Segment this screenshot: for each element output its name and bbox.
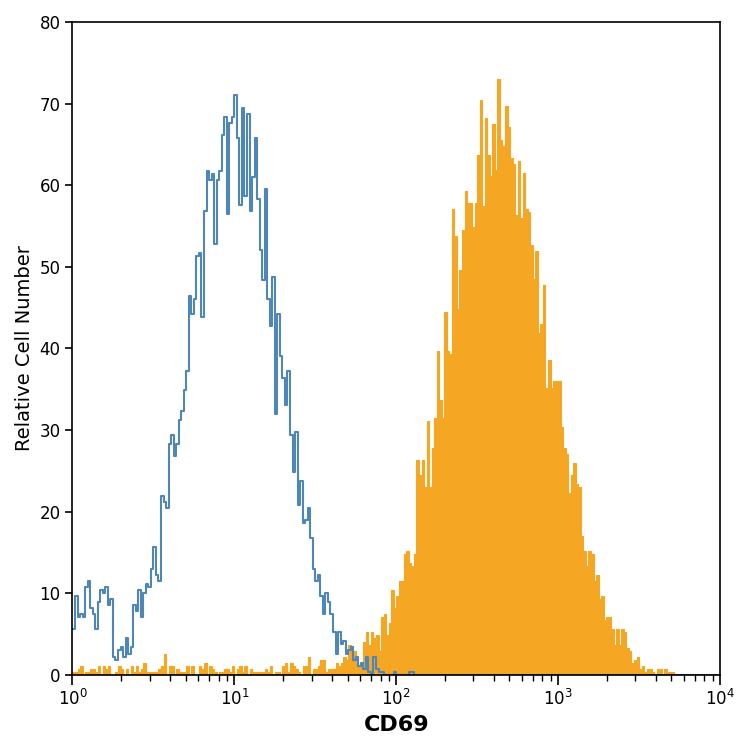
- X-axis label: CD69: CD69: [364, 715, 429, 735]
- Y-axis label: Relative Cell Number: Relative Cell Number: [15, 245, 34, 452]
